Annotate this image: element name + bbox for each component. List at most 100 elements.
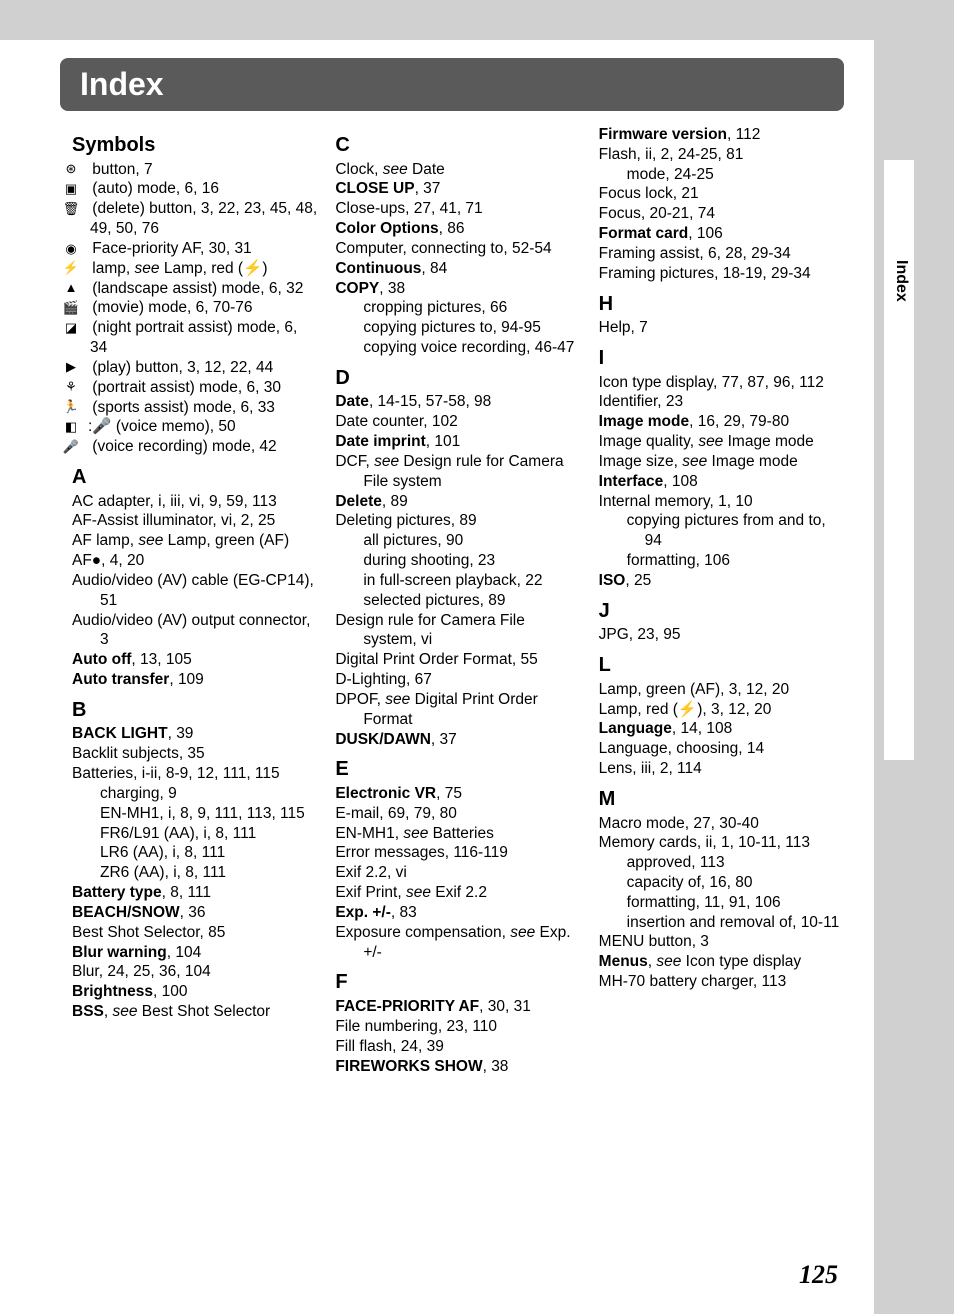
symbol-icon: ◧ <box>72 419 88 436</box>
index-entry: Battery type, 8, 111 <box>72 883 317 903</box>
symbol-icon: ▶ <box>72 359 88 376</box>
index-entry: BACK LIGHT, 39 <box>72 724 317 744</box>
index-entry: ⚡ lamp, see Lamp, red (⚡) <box>72 259 317 279</box>
section-heading: A <box>72 465 317 491</box>
index-entry: FACE-PRIORITY AF, 30, 31 <box>335 997 580 1017</box>
index-entry: Continuous, 84 <box>335 259 580 279</box>
section-heading: D <box>335 366 580 392</box>
index-entry: FIREWORKS SHOW, 38 <box>335 1057 580 1077</box>
index-entry: JPG, 23, 95 <box>599 625 844 645</box>
index-entry: File numbering, 23, 110 <box>335 1017 580 1037</box>
index-entry: Memory cards, ii, 1, 10-11, 113 <box>599 833 844 853</box>
index-entry: Internal memory, 1, 10 <box>599 492 844 512</box>
index-entry: Exp. +/-, 83 <box>335 903 580 923</box>
index-entry: Best Shot Selector, 85 <box>72 923 317 943</box>
symbol-icon: ⚘ <box>72 379 88 396</box>
index-subentry: charging, 9 <box>72 784 317 804</box>
index-subentry: approved, 113 <box>599 853 844 873</box>
side-tab-label: Index <box>892 260 910 302</box>
index-entry: Focus, 20-21, 74 <box>599 204 844 224</box>
index-entry: Error messages, 116-119 <box>335 843 580 863</box>
index-entry: Image size, see Image mode <box>599 452 844 472</box>
index-entry: Audio/video (AV) output connector, 3 <box>72 611 317 651</box>
index-entry: 🗑 (delete) button, 3, 22, 23, 45, 48, 49… <box>72 199 317 239</box>
column-2: CClock, see DateCLOSE UP, 37Close-ups, 2… <box>335 125 580 1076</box>
index-entry: CLOSE UP, 37 <box>335 179 580 199</box>
index-entry: BEACH/SNOW, 36 <box>72 903 317 923</box>
index-subentry: copying pictures to, 94-95 <box>335 318 580 338</box>
index-entry: Design rule for Camera File system, vi <box>335 611 580 651</box>
index-entry: D-Lighting, 67 <box>335 670 580 690</box>
index-entry: Color Options, 86 <box>335 219 580 239</box>
symbol-icon: 🗑 <box>72 201 88 218</box>
section-heading: H <box>599 292 844 318</box>
index-entry: AF lamp, see Lamp, green (AF) <box>72 531 317 551</box>
index-entry: Image quality, see Image mode <box>599 432 844 452</box>
section-heading: Symbols <box>72 133 317 159</box>
index-entry: MENU button, 3 <box>599 932 844 952</box>
index-entry: Clock, see Date <box>335 160 580 180</box>
index-entry: Firmware version, 112 <box>599 125 844 145</box>
symbol-icon: ◪ <box>72 320 88 337</box>
index-content: Symbols⊛ button, 7▣ (auto) mode, 6, 16🗑 … <box>0 125 874 1076</box>
symbol-icon: ▲ <box>72 280 88 297</box>
index-subentry: formatting, 106 <box>599 551 844 571</box>
index-entry: ◉ Face-priority AF, 30, 31 <box>72 239 317 259</box>
index-entry: Batteries, i-ii, 8-9, 12, 111, 115 <box>72 764 317 784</box>
section-heading: B <box>72 698 317 724</box>
section-heading: M <box>599 787 844 813</box>
index-entry: 🎤 (voice recording) mode, 42 <box>72 437 317 457</box>
side-tab-bg <box>884 160 914 760</box>
index-entry: ⚘ (portrait assist) mode, 6, 30 <box>72 378 317 398</box>
index-entry: Icon type display, 77, 87, 96, 112 <box>599 373 844 393</box>
index-entry: ◪ (night portrait assist) mode, 6, 34 <box>72 318 317 358</box>
section-heading: L <box>599 653 844 679</box>
index-entry: ◧:🎤 (voice memo), 50 <box>72 417 317 437</box>
index-entry: Framing assist, 6, 28, 29-34 <box>599 244 844 264</box>
index-entry: ⊛ button, 7 <box>72 160 317 180</box>
section-heading: F <box>335 970 580 996</box>
page: Index Symbols⊛ button, 7▣ (auto) mode, 6… <box>0 40 874 1314</box>
index-subentry: formatting, 11, 91, 106 <box>599 893 844 913</box>
index-subentry: cropping pictures, 66 <box>335 298 580 318</box>
index-entry: Backlit subjects, 35 <box>72 744 317 764</box>
index-entry: Lamp, green (AF), 3, 12, 20 <box>599 680 844 700</box>
column-1: Symbols⊛ button, 7▣ (auto) mode, 6, 16🗑 … <box>72 125 317 1076</box>
index-entry: ISO, 25 <box>599 571 844 591</box>
index-subentry: copying pictures from and to, 94 <box>599 511 844 551</box>
index-entry: Auto transfer, 109 <box>72 670 317 690</box>
index-entry: ▶ (play) button, 3, 12, 22, 44 <box>72 358 317 378</box>
symbol-icon: ⊛ <box>72 161 88 178</box>
index-entry: Close-ups, 27, 41, 71 <box>335 199 580 219</box>
index-entry: 🎬 (movie) mode, 6, 70-76 <box>72 298 317 318</box>
symbol-icon: 🎤 <box>72 439 88 456</box>
index-entry: Blur, 24, 25, 36, 104 <box>72 962 317 982</box>
section-heading: C <box>335 133 580 159</box>
index-subentry: LR6 (AA), i, 8, 111 <box>72 843 317 863</box>
index-subentry: all pictures, 90 <box>335 531 580 551</box>
index-entry: Exif Print, see Exif 2.2 <box>335 883 580 903</box>
index-entry: ▣ (auto) mode, 6, 16 <box>72 179 317 199</box>
index-entry: Flash, ii, 2, 24-25, 81 <box>599 145 844 165</box>
index-subentry: during shooting, 23 <box>335 551 580 571</box>
index-entry: Date counter, 102 <box>335 412 580 432</box>
index-entry: Language, 14, 108 <box>599 719 844 739</box>
index-subentry: FR6/L91 (AA), i, 8, 111 <box>72 824 317 844</box>
index-entry: AC adapter, i, iii, vi, 9, 59, 113 <box>72 492 317 512</box>
index-entry: Date imprint, 101 <box>335 432 580 452</box>
index-entry: BSS, see Best Shot Selector <box>72 1002 317 1022</box>
index-entry: Interface, 108 <box>599 472 844 492</box>
index-entry: Focus lock, 21 <box>599 184 844 204</box>
index-entry: Framing pictures, 18-19, 29-34 <box>599 264 844 284</box>
index-subentry: in full-screen playback, 22 <box>335 571 580 591</box>
index-entry: Electronic VR, 75 <box>335 784 580 804</box>
section-heading: I <box>599 346 844 372</box>
index-subentry: mode, 24-25 <box>599 165 844 185</box>
column-3: Firmware version, 112Flash, ii, 2, 24-25… <box>599 125 844 1076</box>
title-bar: Index <box>60 58 844 111</box>
index-entry: Computer, connecting to, 52-54 <box>335 239 580 259</box>
page-title: Index <box>80 66 824 103</box>
index-entry: Fill flash, 24, 39 <box>335 1037 580 1057</box>
section-heading: J <box>599 599 844 625</box>
index-subentry: selected pictures, 89 <box>335 591 580 611</box>
